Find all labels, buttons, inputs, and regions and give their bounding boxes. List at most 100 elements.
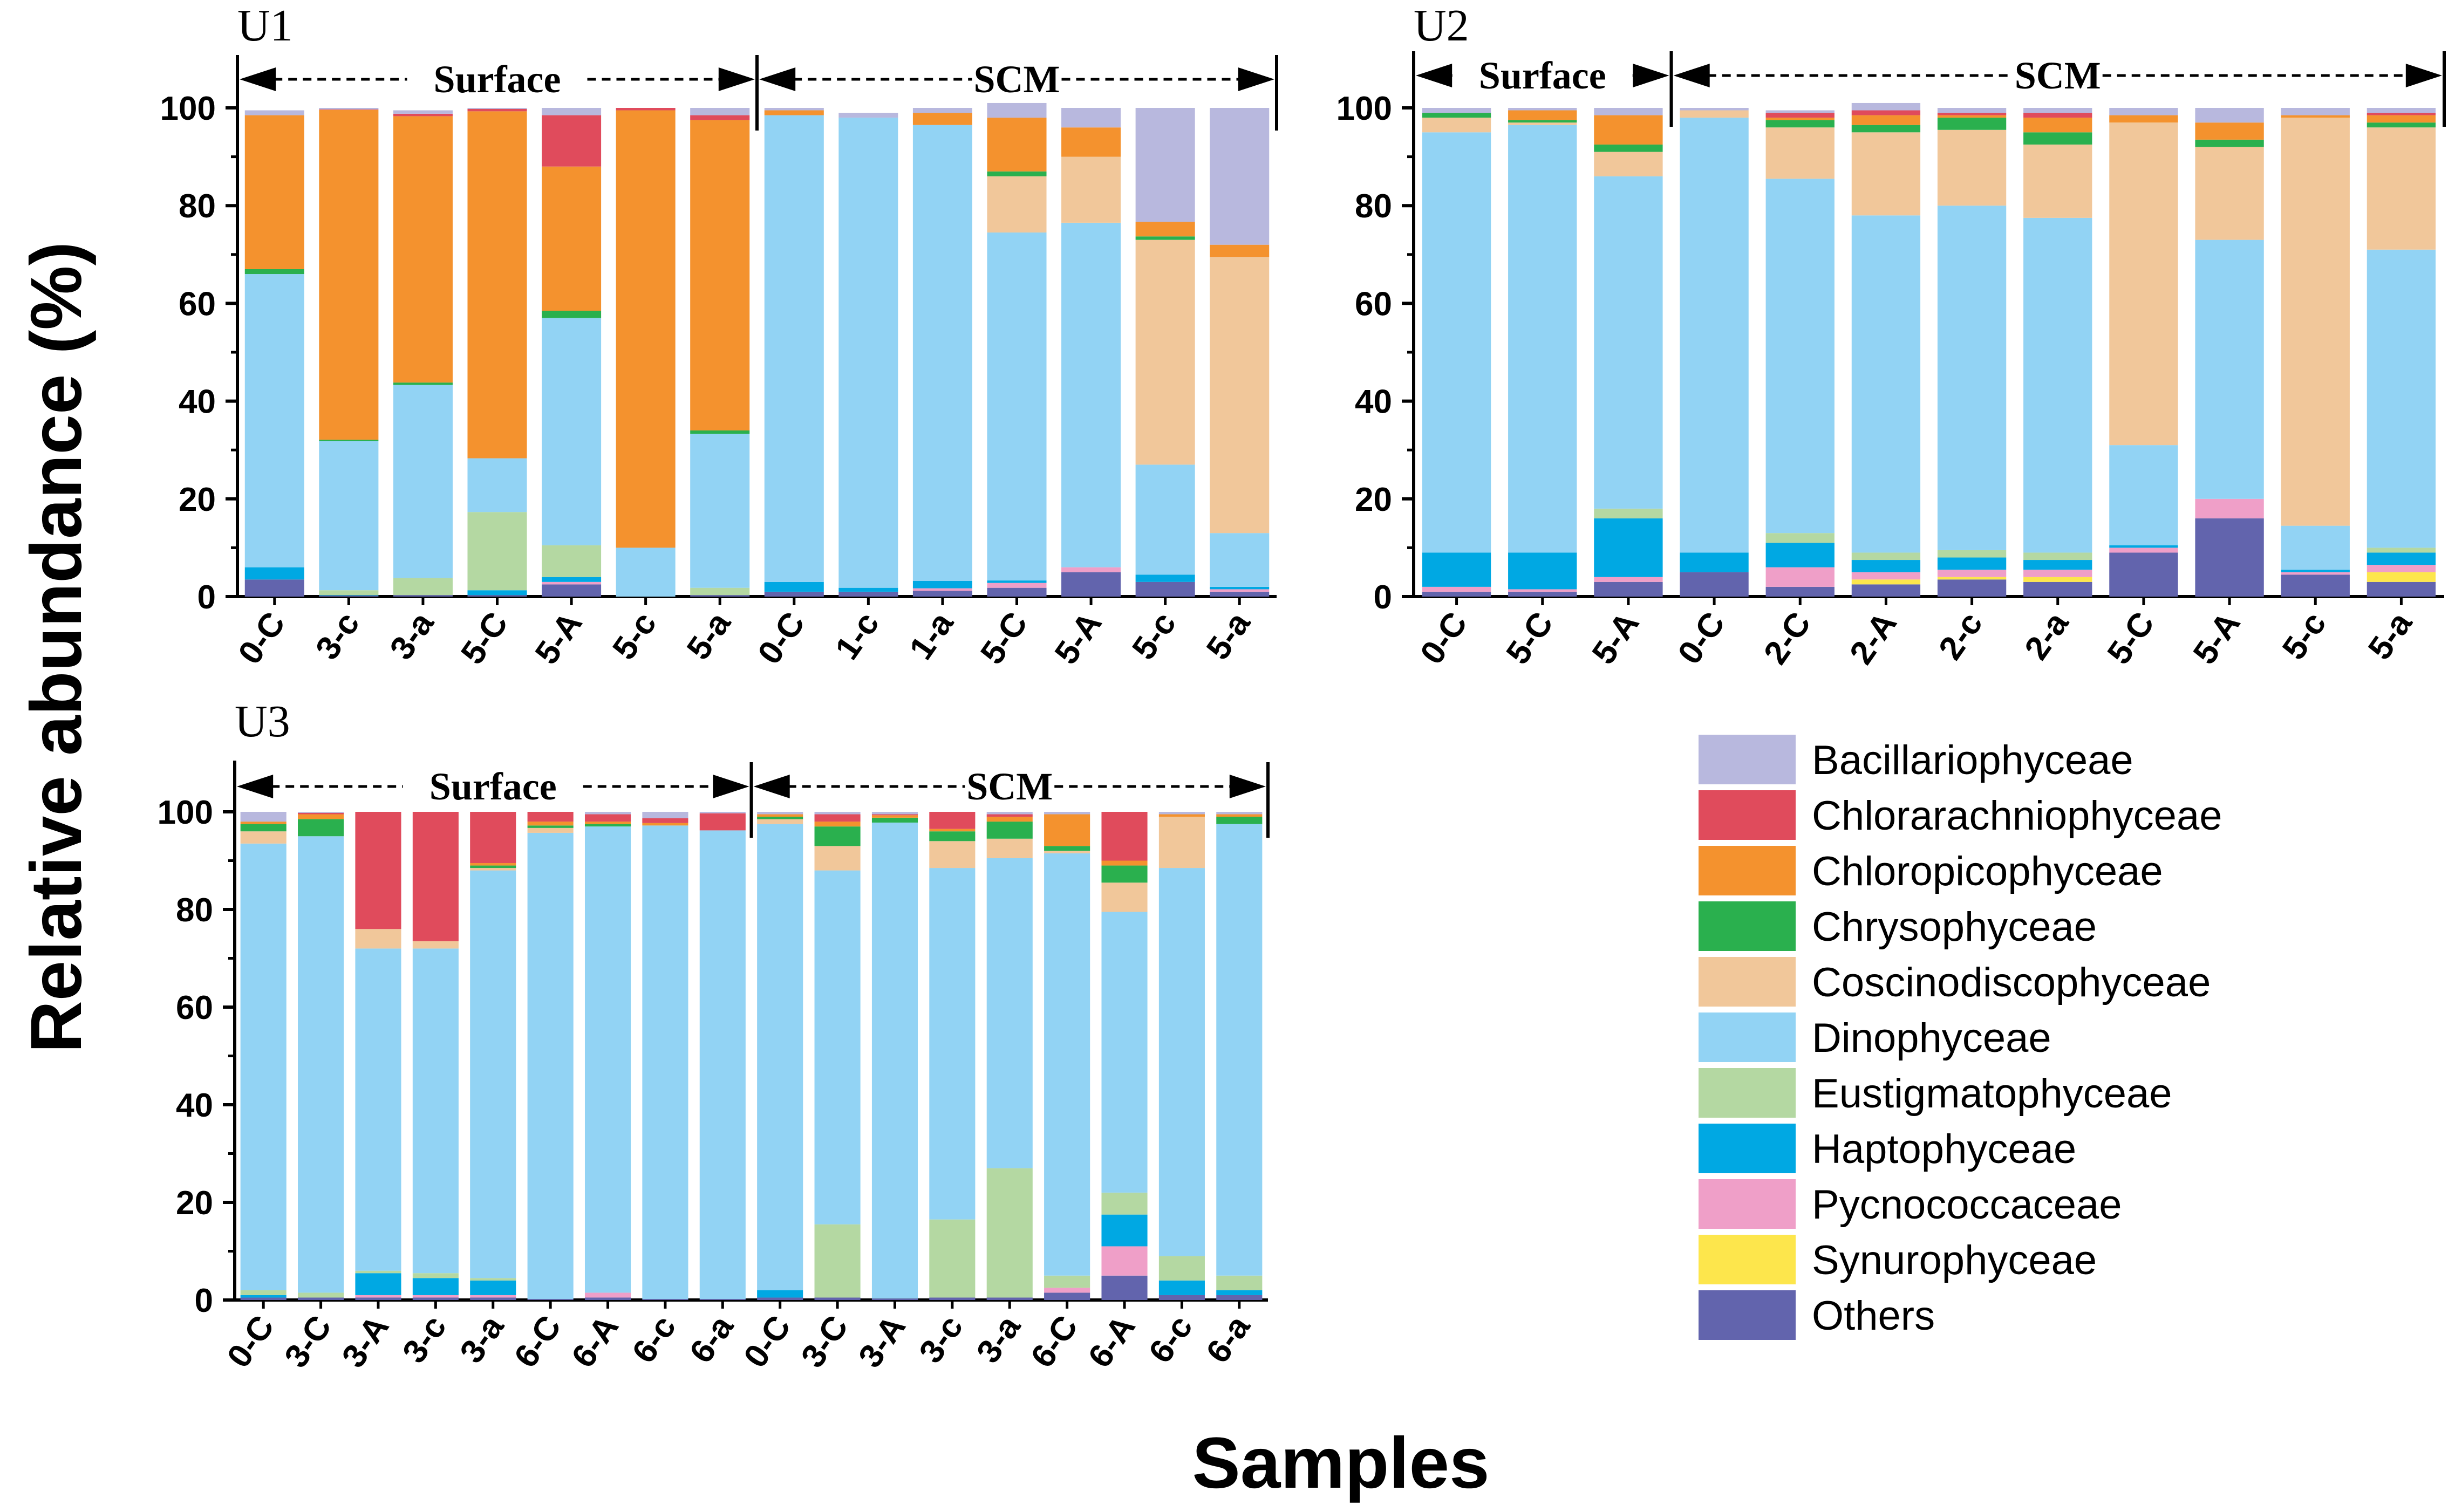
legend-label: Eustigmatophyceae	[1812, 1071, 2172, 1117]
bar-segment-haptophyceae	[1937, 557, 2007, 570]
bar-segment-dinophyceae	[1765, 179, 1835, 533]
bar-segment-haptophyceae	[912, 581, 972, 589]
x-tick-label: 5-c	[1125, 605, 1183, 666]
section-arrows: Surface SCM	[236, 55, 1278, 131]
x-tick-label: 6-C	[1024, 1309, 1085, 1374]
bar-segment-chlorarachniophyceae	[1101, 812, 1148, 861]
bar-segment-dinophyceae	[642, 825, 688, 1299]
bar-segment-chloropicophyceae	[1061, 127, 1121, 157]
x-tick-label: 3-A	[851, 1309, 913, 1374]
bar-segment-others	[986, 1297, 1033, 1300]
legend-item: Eustigmatophyceae	[1699, 1068, 2172, 1118]
bar-segment-coscinodiscophyceae	[1044, 851, 1090, 853]
x-tick-label: 5-a	[680, 605, 738, 666]
y-tick-label: 40	[179, 384, 216, 421]
bar-segment-bacillariophyceae	[814, 812, 861, 815]
x-tick-label: 1-c	[828, 605, 886, 666]
bar-segment-chloropicophyceae	[1508, 110, 1577, 120]
bar-segment-eustigmatophyceae	[412, 1273, 459, 1278]
x-tick-label: 3-c	[395, 1309, 454, 1370]
bar-segment-chloropicophyceae	[393, 116, 453, 383]
bar-segment-coscinodiscophyceae	[1937, 129, 2007, 206]
bar-segment-bacillariophyceae	[690, 108, 750, 115]
bar-segment-others	[2367, 581, 2436, 597]
bar-segment-bacillariophyceae	[1210, 108, 1270, 245]
legend-label: Bacillariophyceae	[1812, 737, 2133, 783]
y-tick-label: 60	[176, 989, 213, 1027]
y-tick-label: 0	[197, 579, 216, 616]
bar-segment-dinophyceae	[1210, 533, 1270, 587]
x-tick-label: 0-C	[751, 605, 812, 671]
x-tick-label: 0-C	[231, 605, 292, 671]
legend-swatch	[1699, 1235, 1796, 1284]
bar-segment-others	[527, 1299, 574, 1300]
bar-segment-others	[757, 1297, 803, 1300]
x-tick-label: 5-C	[973, 605, 1035, 671]
bar-segment-haptophyceae	[1508, 552, 1577, 590]
bar-segment-eustigmatophyceae	[1158, 1256, 1205, 1281]
bar-segment-chloropicophyceae	[1135, 222, 1195, 237]
bar-segment-others	[871, 1298, 918, 1300]
bar-segment-coscinodiscophyceae	[1210, 257, 1270, 533]
bar-segment-chrysophyceae	[1594, 144, 1663, 152]
bar-segment-synurophyceae	[2023, 577, 2092, 582]
bar-segment-bacillariophyceae	[1158, 812, 1205, 815]
bar-segment-coscinodiscophyceae	[814, 846, 861, 871]
bar-segment-chrysophyceae	[542, 310, 602, 318]
bar-segment-chrysophyceae	[1135, 236, 1195, 240]
bar-segment-coscinodiscophyceae	[986, 838, 1033, 858]
bar-segment-chrysophyceae	[393, 382, 453, 385]
bar-segment-bacillariophyceae	[1044, 812, 1090, 815]
bar-segment-others	[355, 1297, 401, 1300]
x-tick-label: 2-A	[1843, 605, 1904, 671]
legend-item: Coscinodiscophyceae	[1699, 957, 2211, 1007]
legend-label: Dinophyceae	[1812, 1015, 2051, 1061]
bar-segment-chloropicophyceae	[814, 822, 861, 827]
bar-segment-others	[584, 1297, 631, 1300]
arrowhead-left	[1673, 64, 1710, 87]
bar-segment-dinophyceae	[986, 858, 1033, 1168]
legend-item: Others	[1699, 1290, 1935, 1340]
x-tick-label: 5-C	[2101, 605, 2162, 671]
bar-segment-chlorarachniophyceae	[2367, 113, 2436, 115]
bar-segment-eustigmatophyceae	[1851, 552, 1921, 560]
bar-segment-pycnococcaceae	[987, 583, 1047, 588]
bar-segment-chrysophyceae	[584, 824, 631, 827]
bar-segment-others	[1044, 1292, 1090, 1300]
arrowhead-left	[1416, 64, 1452, 87]
bar-segment-synurophyceae	[1851, 579, 1921, 585]
section-arrows: Surface SCM	[233, 762, 1270, 838]
bar-segment-bacillariophyceae	[467, 108, 527, 109]
bar-segment-chrysophyceae	[1422, 113, 1491, 118]
bar-segment-eustigmatophyceae	[986, 1168, 1033, 1298]
bar-segment-synurophyceae	[1937, 577, 2007, 580]
bar-segment-others	[467, 595, 527, 597]
x-tick-label: 6-c	[625, 1309, 683, 1370]
bar-segment-haptophyceae	[1594, 518, 1663, 577]
bar-segment-pycnococcaceae	[1061, 567, 1121, 572]
bar-segment-pycnococcaceae	[912, 588, 972, 591]
bar-segment-pycnococcaceae	[1044, 1288, 1090, 1293]
bar-segment-others	[1158, 1295, 1205, 1300]
bar-segment-chloropicophyceae	[642, 823, 688, 826]
x-tick-label: 5-A	[2186, 605, 2248, 671]
bar-segment-chloropicophyceae	[690, 120, 750, 430]
bar-segment-dinophyceae	[393, 385, 453, 578]
x-axis-title: Samples	[1192, 1423, 1489, 1503]
bar-segment-pycnococcaceae	[412, 1295, 459, 1298]
y-tick-label: 100	[160, 90, 216, 127]
bar-segment-pycnococcaceae	[1937, 570, 2007, 577]
y-tick-label: 0	[1374, 579, 1392, 616]
bar-segment-chlorarachniophyceae	[584, 814, 631, 822]
legend-swatch	[1699, 1124, 1796, 1173]
bar-segment-chrysophyceae	[2023, 132, 2092, 145]
bar-segment-coscinodiscophyceae	[1135, 240, 1195, 465]
panel-title: U2	[1414, 1, 1469, 51]
bar-segment-dinophyceae	[412, 948, 459, 1274]
bars	[240, 812, 1263, 1300]
bar-segment-others	[1851, 584, 1921, 597]
bar-segment-others	[2109, 552, 2178, 597]
bar-segment-chlorarachniophyceae	[616, 108, 676, 111]
x-tick-label: 3-C	[794, 1309, 856, 1374]
